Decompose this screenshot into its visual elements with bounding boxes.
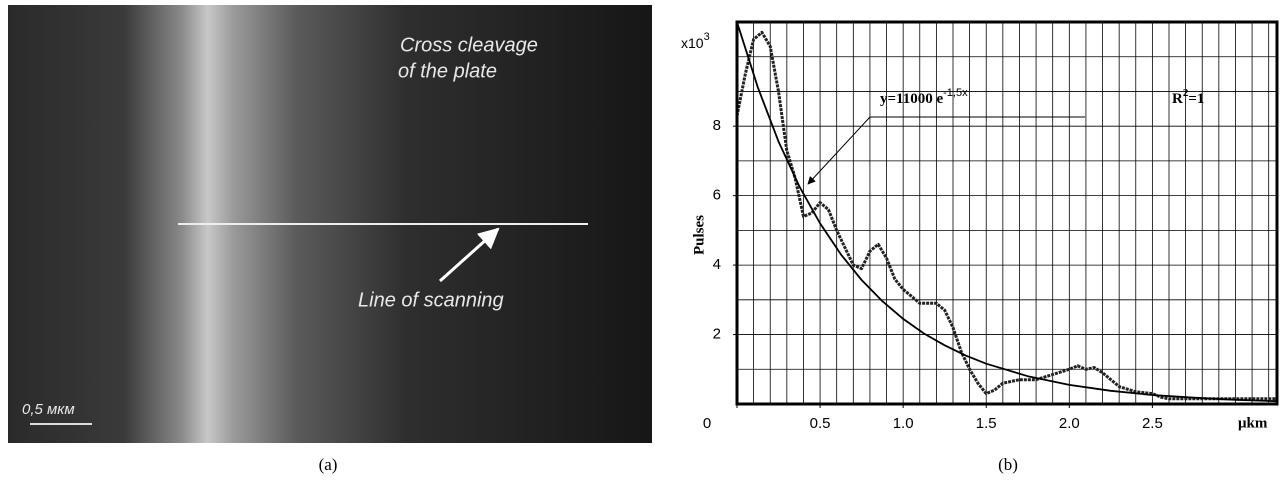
- y-tick-label: 4: [713, 256, 721, 273]
- x-tick-label: 1.0: [893, 415, 914, 432]
- eq-base: y=11000 e: [880, 91, 943, 107]
- r-base: R: [1172, 91, 1183, 107]
- y-axis-label: Pulses: [691, 215, 707, 255]
- r-squared: R2=1: [1172, 87, 1204, 108]
- y-tick-label: 8: [713, 117, 721, 134]
- x-tick-label: 2.0: [1059, 415, 1080, 432]
- y-unit-exp: 3: [704, 31, 710, 43]
- scale-label: 0,5 мкм: [22, 401, 75, 418]
- y-unit: x103: [681, 31, 710, 51]
- eq-exp: -1,5x: [943, 87, 968, 99]
- chart: (b) Pulses μkm x103 y=11000 e-1,5x R2=1 …: [681, 22, 1277, 474]
- image-label: of the plate: [398, 60, 497, 82]
- x-tick-label: 2.5: [1142, 415, 1163, 432]
- y-tick-label: 2: [713, 326, 721, 343]
- x-tick-label: 1.5: [976, 415, 997, 432]
- plot-frame: [737, 22, 1277, 404]
- fit-line: [737, 22, 1277, 401]
- sem-image: Cross cleavage of the plate Line of scan…: [8, 5, 652, 474]
- y-unit-base: x10: [681, 35, 704, 51]
- data-line: [737, 32, 1277, 398]
- y-tick-label: 6: [713, 187, 721, 204]
- x-tick-label: 0.5: [810, 415, 831, 432]
- fit-equation: y=11000 e-1,5x: [880, 87, 968, 108]
- figure: Cross cleavage of the plate Line of scan…: [0, 0, 1281, 479]
- annotation-arrow: [808, 117, 870, 184]
- caption: (b): [998, 455, 1018, 474]
- image-label: Cross cleavage: [400, 34, 538, 56]
- caption: (a): [319, 455, 338, 474]
- x-axis-label: μkm: [1238, 415, 1268, 431]
- x-tick-label: 0: [703, 415, 711, 432]
- arrow-label: Line of scanning: [358, 289, 504, 311]
